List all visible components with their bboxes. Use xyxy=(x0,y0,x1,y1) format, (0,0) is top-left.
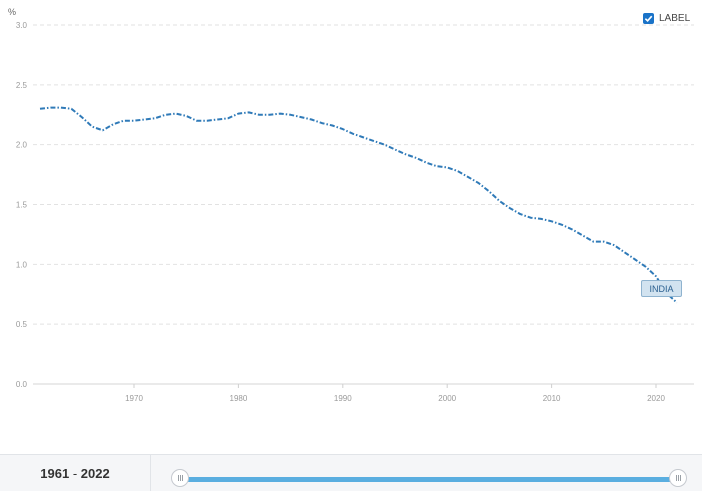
y-tick-label: 2.5 xyxy=(16,81,28,90)
grid xyxy=(33,24,694,385)
series-layer xyxy=(39,106,678,304)
x-tick-label: 1980 xyxy=(230,394,248,403)
line-chart: % 0.0 0.5 1.0 1.5 2.0 2.5 3.0 1970 1980 1990 2000… xyxy=(8,7,694,403)
x-tick-label: 2010 xyxy=(543,394,561,403)
series-line-india xyxy=(39,106,678,304)
year-range-label: 1961 - 2022 xyxy=(0,455,151,491)
checkmark-icon xyxy=(644,15,653,22)
slider-start-handle[interactable] xyxy=(171,469,189,487)
x-axis-ticks: 1970 1980 1990 2000 2010 2020 xyxy=(125,384,665,403)
label-toggle-text: LABEL xyxy=(659,12,691,24)
grip-icon xyxy=(177,475,183,481)
grip-icon xyxy=(675,475,681,481)
time-range-footer: 1961 - 2022 xyxy=(0,454,702,491)
y-tick-label: 2.0 xyxy=(16,141,28,150)
range-separator: - xyxy=(69,465,81,481)
x-tick-label: 1970 xyxy=(125,394,143,403)
slider-end-handle[interactable] xyxy=(669,469,687,487)
y-tick-label: 1.0 xyxy=(16,260,28,269)
y-tick-label: 0.0 xyxy=(16,380,28,389)
y-tick-label: 3.0 xyxy=(16,21,28,30)
x-tick-label: 2000 xyxy=(438,394,456,403)
x-tick-label: 1990 xyxy=(334,394,352,403)
y-tick-label: 1.5 xyxy=(16,201,28,210)
y-unit-label: % xyxy=(8,7,16,17)
label-toggle[interactable]: LABEL xyxy=(643,11,690,25)
series-tag-india[interactable]: INDIA xyxy=(641,280,682,297)
year-range-slider[interactable] xyxy=(181,477,678,482)
label-checkbox[interactable] xyxy=(643,12,654,24)
y-axis-ticks: 0.0 0.5 1.0 1.5 2.0 2.5 3.0 xyxy=(16,21,28,389)
range-end: 2022 xyxy=(80,465,110,481)
range-start: 1961 xyxy=(40,465,70,481)
x-tick-label: 2020 xyxy=(647,394,665,403)
y-tick-label: 0.5 xyxy=(16,320,28,329)
